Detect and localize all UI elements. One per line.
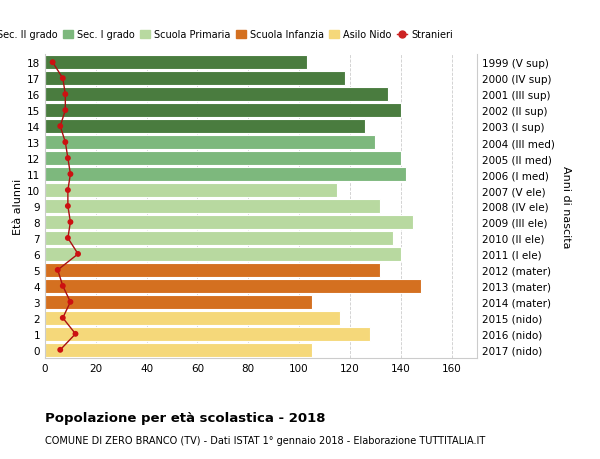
Bar (45, 263, 380, 277)
Point (63, 187, 73, 194)
Point (61, 107, 70, 115)
Bar (45, 200, 380, 213)
Bar (45, 295, 312, 309)
Bar (45, 311, 340, 325)
Y-axis label: Età alunni: Età alunni (13, 179, 23, 235)
Bar (45, 136, 376, 150)
Point (58, 283, 68, 290)
Point (55, 123, 65, 130)
Legend: Sec. II grado, Sec. I grado, Scuola Primaria, Scuola Infanzia, Asilo Nido, Stran: Sec. II grado, Sec. I grado, Scuola Prim… (0, 27, 457, 44)
Text: Popolazione per età scolastica - 2018: Popolazione per età scolastica - 2018 (45, 411, 325, 424)
Point (58, 314, 68, 322)
Point (58, 75, 68, 83)
Bar (45, 56, 307, 70)
Bar (45, 104, 401, 118)
Point (65, 171, 75, 179)
Bar (45, 120, 365, 134)
Point (48, 59, 58, 67)
Point (73, 251, 83, 258)
Point (71, 330, 80, 338)
Bar (45, 343, 312, 357)
Bar (45, 279, 421, 293)
Bar (45, 327, 370, 341)
Point (61, 139, 70, 146)
Point (61, 91, 70, 99)
Bar (45, 168, 406, 182)
Point (63, 235, 73, 242)
Point (65, 219, 75, 226)
Point (63, 155, 73, 162)
Point (65, 298, 75, 306)
Bar (45, 152, 401, 166)
Bar (45, 231, 393, 246)
Point (55, 347, 65, 354)
Point (63, 203, 73, 210)
Bar (45, 184, 337, 198)
Point (53, 267, 62, 274)
Y-axis label: Anni di nascita: Anni di nascita (562, 165, 571, 248)
Bar (45, 215, 413, 230)
Bar (45, 72, 345, 86)
Text: COMUNE DI ZERO BRANCO (TV) - Dati ISTAT 1° gennaio 2018 - Elaborazione TUTTITALI: COMUNE DI ZERO BRANCO (TV) - Dati ISTAT … (45, 435, 485, 445)
Bar (45, 247, 401, 261)
Bar (45, 88, 388, 102)
